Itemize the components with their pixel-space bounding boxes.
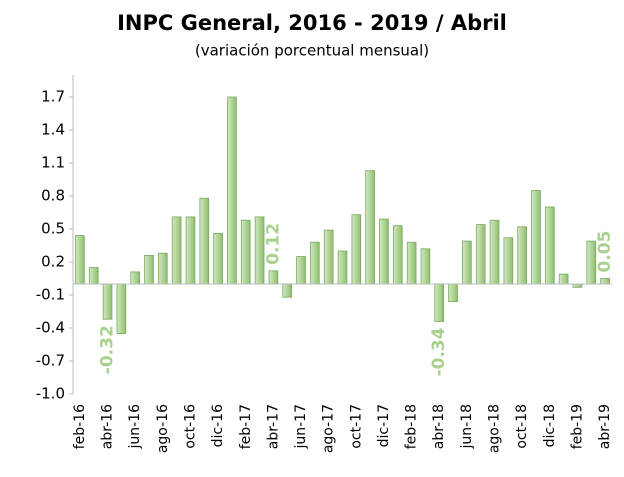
- bar: [489, 219, 500, 285]
- bar: [517, 226, 527, 285]
- bar: [351, 214, 362, 285]
- x-tick-label: abr-19: [597, 404, 613, 449]
- x-tick-label: jun-18: [459, 404, 475, 450]
- bar: [240, 219, 251, 285]
- bar: [531, 190, 541, 285]
- bar: [600, 278, 610, 285]
- x-tick-label: oct-17: [348, 404, 364, 449]
- data-label: 0.05: [595, 231, 615, 273]
- bar: [558, 273, 569, 285]
- bar: [171, 216, 182, 285]
- bar: [213, 232, 223, 285]
- bar: [310, 241, 320, 285]
- bar: [199, 197, 210, 285]
- y-tick-label: -0.1: [36, 286, 65, 304]
- bar: [282, 283, 293, 298]
- bar: [158, 252, 168, 285]
- bar: [185, 216, 196, 285]
- bar: [503, 237, 514, 285]
- x-tick-label: dic-18: [542, 404, 558, 447]
- y-tick-label: 1.7: [41, 88, 65, 106]
- y-tick-label: -0.4: [36, 319, 65, 337]
- data-label: 0.12: [263, 223, 283, 265]
- bar: [88, 267, 99, 285]
- x-tick-label: abr-18: [431, 404, 447, 449]
- bar: [75, 235, 85, 285]
- bar: [323, 229, 334, 285]
- x-tick-label: jun-16: [127, 404, 143, 450]
- data-label: -0.34: [429, 327, 449, 376]
- y-tick-label: 1.1: [41, 154, 65, 172]
- bar: [448, 283, 458, 303]
- x-tick-label: ago-17: [321, 404, 337, 453]
- x-tick-label: dic-16: [210, 404, 226, 447]
- bar: [406, 241, 417, 285]
- x-tick-label: dic-17: [376, 404, 392, 447]
- bar: [434, 283, 445, 322]
- bar: [392, 225, 403, 285]
- bar: [462, 240, 472, 285]
- x-tick-label: abr-16: [100, 404, 116, 449]
- data-label: -0.32: [98, 325, 118, 374]
- bar: [475, 224, 486, 285]
- x-tick-label: feb-18: [404, 404, 420, 449]
- bar: [102, 283, 113, 320]
- y-tick-label: 1.4: [41, 121, 65, 139]
- chart-subtitle: (variación porcentual mensual): [195, 42, 429, 60]
- y-tick-label: -0.7: [36, 352, 65, 370]
- y-tick-label: -1.0: [36, 385, 65, 403]
- bar: [268, 270, 279, 285]
- bar: [296, 256, 306, 285]
- bar: [337, 250, 348, 285]
- bar: [144, 254, 154, 285]
- y-tick-label: 0.8: [41, 187, 65, 205]
- bar: [130, 271, 141, 285]
- x-tick-label: ago-18: [487, 404, 503, 453]
- x-tick-label: oct-16: [182, 404, 198, 449]
- y-tick-label: 0.2: [41, 253, 65, 271]
- y-tick-label: 0.5: [41, 220, 65, 238]
- x-tick-label: feb-16: [72, 404, 88, 449]
- bar: [544, 206, 555, 285]
- x-tick-label: oct-18: [514, 404, 530, 449]
- x-tick-label: feb-17: [238, 404, 254, 449]
- bar: [227, 96, 237, 285]
- x-tick-label: ago-16: [155, 404, 171, 453]
- bar: [365, 170, 375, 285]
- x-tick-label: feb-19: [569, 404, 585, 449]
- bar: [379, 218, 389, 285]
- x-tick-label: abr-17: [265, 404, 281, 449]
- chart-title: INPC General, 2016 - 2019 / Abril: [117, 11, 507, 35]
- bar: [420, 248, 431, 285]
- bar: [116, 283, 127, 334]
- x-tick-label: jun-17: [293, 404, 309, 450]
